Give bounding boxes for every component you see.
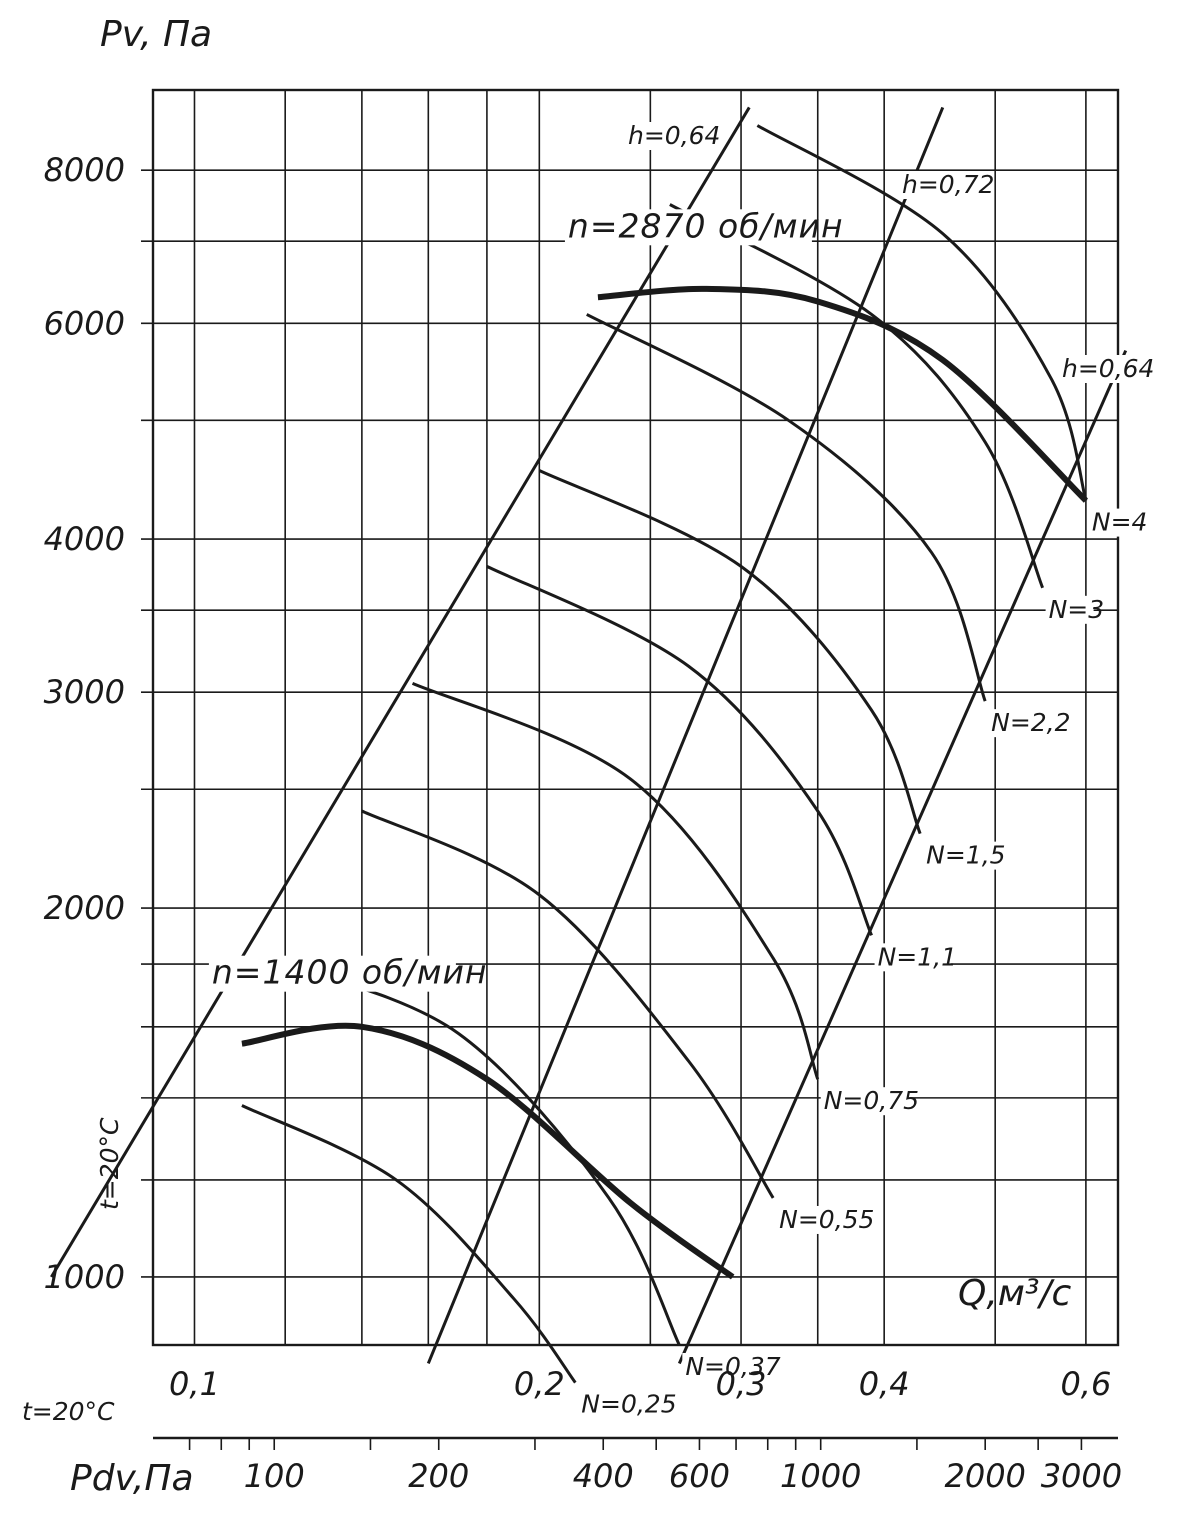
efficiency-label: h=0,64 [1062,354,1154,383]
power-label: N=0,55 [779,1205,874,1234]
power-curve [284,962,681,1346]
pdv-tick-label: 100 [244,1457,305,1495]
power-label-bg [776,1205,867,1234]
power-label: N=2,2 [991,708,1070,737]
x-tick-label: 0,6 [1060,1365,1111,1403]
x-tick-labels: 0,1 0,2 0,3 0,4 0,6 [169,1365,1111,1403]
y-tick-label: 3000 [44,673,125,711]
y-tick-label: 2000 [44,889,125,927]
efficiency-line [677,349,1128,1365]
power-label: N=0,37 [685,1352,780,1381]
speed-label-bg [208,955,456,992]
speed-label: n=1400 об/мин [212,953,488,992]
power-curve [756,124,1088,501]
pdv-tick-label: 200 [408,1457,469,1495]
curve-labels: h=0,64 h=0,72 h=0,64 N=0,25 N=0,37 N=0,55 N=0,… [208,121,1154,1419]
power-label-bg [923,841,1000,870]
power-curve [586,313,987,702]
power-curve [486,565,873,936]
speed-label-bg [564,209,812,246]
efficiency-label: h=0,72 [902,170,994,199]
temperature-note: t=20°C [95,1117,124,1210]
power-curves [241,124,1088,1384]
speed-label: n=2870 об/мин [568,206,844,245]
efficiency-label: h=0,64 [628,121,720,150]
pdv-tick-label: 2000 [944,1457,1025,1495]
efficiency-label-bg [899,171,991,199]
y-tick-labels: 1000 2000 3000 4000 6000 8000 [44,151,125,1296]
grid [141,88,1120,1347]
y-tick-label: 8000 [44,151,125,189]
speed-curve [241,1022,735,1280]
power-label: N=0,75 [824,1086,919,1115]
efficiency-label-bg [1059,355,1151,383]
pdv-scale: 100 200 400 600 1000 2000 3000 [153,1436,1122,1495]
pdv-tick-label: 400 [573,1457,634,1495]
power-label-bg [1045,595,1094,624]
power-label: N=0,25 [581,1390,676,1419]
x-axis-title: Q,м³/с [958,1273,1071,1314]
power-label: N=1,5 [926,841,1005,870]
power-label-bg [578,1390,669,1419]
y-axis-title: Pv, Па [100,14,212,55]
speed-curves [241,285,1088,1280]
efficiency-line [426,106,945,1365]
x-tick-label: 0,1 [169,1365,220,1403]
power-label-bg [988,709,1065,738]
y-tick-label: 4000 [44,520,125,558]
power-curve [538,469,922,835]
pdv-axis-title: Pdv,Па [70,1458,194,1499]
power-label: N=3 [1049,595,1105,624]
temperature-note-left: t=20°C [22,1397,115,1426]
y-tick-label: 1000 [44,1258,125,1296]
speed-curve [597,285,1088,503]
pdv-tick-label: 3000 [1041,1457,1122,1495]
power-label-bg [682,1353,773,1381]
power-label-bg [874,943,951,972]
power-curve [411,682,820,1080]
power-label-bg [1088,508,1137,537]
power-label-bg [820,1087,911,1116]
efficiency-line [50,106,751,1278]
y-tick-label: 6000 [44,304,125,342]
power-curve [361,809,775,1199]
efficiency-lines [50,106,1128,1365]
power-curve [241,1104,577,1384]
plot-frame [151,88,1120,1347]
pdv-tick-label: 600 [669,1457,730,1495]
power-label: N=4 [1092,508,1148,537]
x-tick-label: 0,4 [859,1365,910,1403]
pdv-tick-label: 1000 [780,1457,861,1495]
x-tick-label: 0,2 [514,1365,565,1403]
efficiency-label-bg [625,122,717,150]
x-tick-label: 0,3 [716,1365,767,1403]
power-label: N=1,1 [878,942,957,971]
